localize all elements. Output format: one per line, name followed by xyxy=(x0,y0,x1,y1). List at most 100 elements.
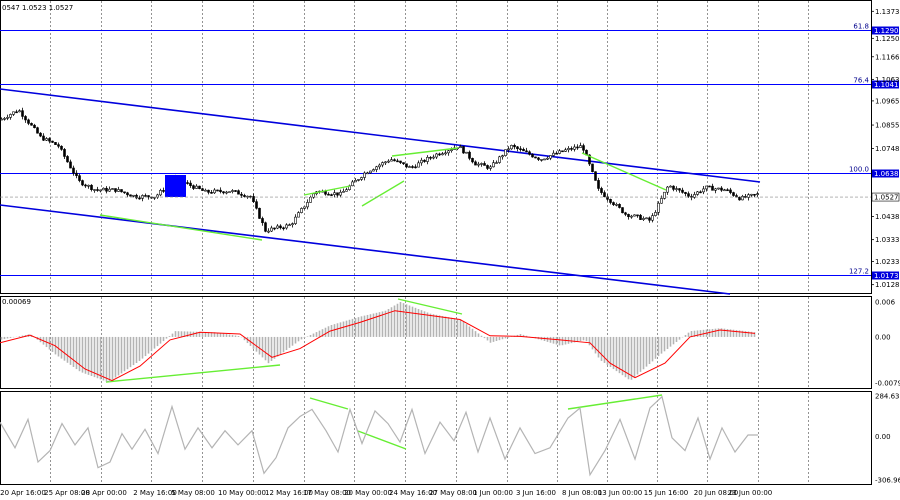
candle-body xyxy=(345,189,348,192)
candle-body xyxy=(252,196,255,202)
time-axis-label: 20 May 00:00 xyxy=(344,489,392,497)
candle-body xyxy=(423,159,426,162)
divergence-line xyxy=(397,298,463,315)
candle-body xyxy=(213,189,216,194)
candle-body xyxy=(297,212,300,218)
cci-indicator xyxy=(0,395,758,477)
candle-body xyxy=(450,149,453,152)
candle-body xyxy=(747,194,750,198)
price-tick-label: 1.1063 xyxy=(875,76,900,84)
candle-body xyxy=(612,202,615,206)
candle-body xyxy=(123,191,126,194)
candle-body xyxy=(87,184,90,187)
candle-body xyxy=(306,202,309,208)
candle-body xyxy=(15,111,18,114)
candle-body xyxy=(135,194,138,199)
candle-body xyxy=(6,117,9,119)
macd-signal-line xyxy=(0,310,756,382)
candle-body xyxy=(126,192,129,196)
candle-body xyxy=(21,110,24,117)
candle-body xyxy=(705,185,708,190)
candle-body xyxy=(282,227,285,230)
candle-body xyxy=(561,150,564,153)
candle-body xyxy=(363,172,366,178)
cci-line xyxy=(0,395,758,477)
candle-body xyxy=(240,193,243,196)
candle-body xyxy=(159,190,162,196)
candle-body xyxy=(162,190,165,192)
candle-body xyxy=(258,207,261,219)
candle-body xyxy=(519,148,522,151)
candle-body xyxy=(537,157,540,160)
candle-body xyxy=(351,181,354,187)
candle-body xyxy=(741,195,744,201)
candle-body xyxy=(288,224,291,227)
candle-body xyxy=(357,179,360,181)
candle-body xyxy=(465,151,468,154)
candle-body xyxy=(360,177,363,180)
candle-body xyxy=(3,118,6,120)
candle-body xyxy=(507,148,510,151)
fib-level-name: 127.2 xyxy=(849,268,869,276)
candle-body xyxy=(222,191,225,194)
candle-body xyxy=(468,151,471,159)
time-axis-label: 1 Jun 00:00 xyxy=(473,489,513,497)
price-tick-label: 1.0855 xyxy=(875,122,900,130)
divergence-line xyxy=(567,394,663,410)
candle-body xyxy=(426,156,429,162)
candle-body xyxy=(138,197,141,200)
candle-body xyxy=(714,188,717,191)
price-tick-label: 1.0333 xyxy=(875,236,900,244)
candle-body xyxy=(624,212,627,215)
candle-body xyxy=(720,187,723,191)
candle-body xyxy=(192,185,195,189)
channel-line xyxy=(0,204,731,295)
candle-body xyxy=(654,212,657,216)
candle-body xyxy=(738,196,741,201)
candle-body xyxy=(264,222,267,232)
candle-body xyxy=(24,116,27,121)
candle-body xyxy=(642,218,645,220)
candle-body xyxy=(324,190,327,195)
candle-body xyxy=(390,159,393,162)
fib-level-name: 100.0 xyxy=(849,166,869,174)
time-axis-label: 5 May 08:00 xyxy=(171,489,215,497)
candle-body xyxy=(60,145,63,150)
marker-box xyxy=(165,175,186,197)
candle-body xyxy=(366,172,369,175)
time-axis-label: 10 May 00:00 xyxy=(218,489,266,497)
grid-layer xyxy=(0,1,809,484)
fib-price-label: 1.1290 xyxy=(874,27,899,35)
candle-body xyxy=(186,182,189,184)
candle-body xyxy=(342,190,345,193)
candle-body xyxy=(471,158,474,163)
candle-body xyxy=(702,188,705,193)
candle-body xyxy=(504,149,507,156)
candle-body xyxy=(681,189,684,193)
candle-body xyxy=(597,180,600,189)
candle-body xyxy=(48,138,51,142)
candle-body xyxy=(39,132,42,137)
candle-body xyxy=(474,161,477,166)
time-axis-label: 12 May 16:00 xyxy=(265,489,313,497)
time-axis-label: 17 May 08:00 xyxy=(303,489,351,497)
candle-body xyxy=(96,189,99,191)
candle-body xyxy=(531,154,534,158)
candle-body xyxy=(672,185,675,190)
candle-body xyxy=(522,149,525,152)
divergence-lines xyxy=(99,147,667,450)
fib-level-name: 76.4 xyxy=(853,77,869,85)
candle-body xyxy=(204,189,207,192)
candle-body xyxy=(294,216,297,224)
time-axis-label: 25 Apr 08:00 xyxy=(44,489,90,497)
fib-price-label: 1.0173 xyxy=(874,272,899,280)
candle-body xyxy=(219,189,222,192)
candle-body xyxy=(696,191,699,195)
candle-body xyxy=(552,152,555,156)
candle-body xyxy=(486,165,489,169)
candle-body xyxy=(651,215,654,221)
macd-axis-label: -0.00791 xyxy=(875,380,900,388)
candle-body xyxy=(441,153,444,156)
candle-body xyxy=(372,169,375,172)
candle-body xyxy=(375,166,378,170)
